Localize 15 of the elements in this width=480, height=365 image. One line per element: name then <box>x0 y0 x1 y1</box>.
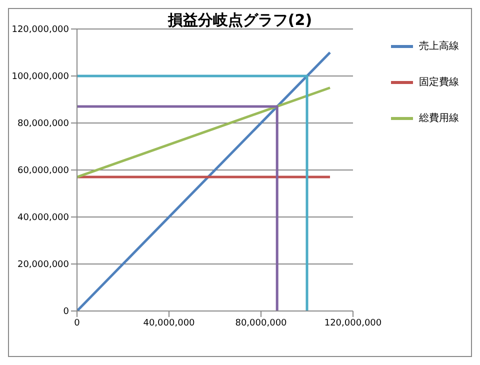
y-tick-label: 60,000,000 <box>17 166 70 176</box>
legend-label: 固定費線 <box>419 76 459 89</box>
x-tick-label: 80,000,000 <box>235 318 288 328</box>
y-tick-label: 80,000,000 <box>17 119 70 130</box>
y-tick-label: 100,000,000 <box>12 72 70 82</box>
chart-title: 損益分岐点グラフ(2) <box>168 11 312 29</box>
legend-label: 総費用線 <box>419 112 459 125</box>
y-tick-label: 120,000,000 <box>12 25 70 36</box>
x-tick-label: 120,000,000 <box>324 318 382 328</box>
y-tick-label: 0 <box>63 307 70 318</box>
y-tick-label: 20,000,000 <box>17 260 70 270</box>
y-tick-label: 40,000,000 <box>17 213 70 224</box>
legend-label: 売上高線 <box>419 40 459 53</box>
x-tick-label: 40,000,000 <box>143 318 196 328</box>
x-tick-label: 0 <box>74 318 80 328</box>
